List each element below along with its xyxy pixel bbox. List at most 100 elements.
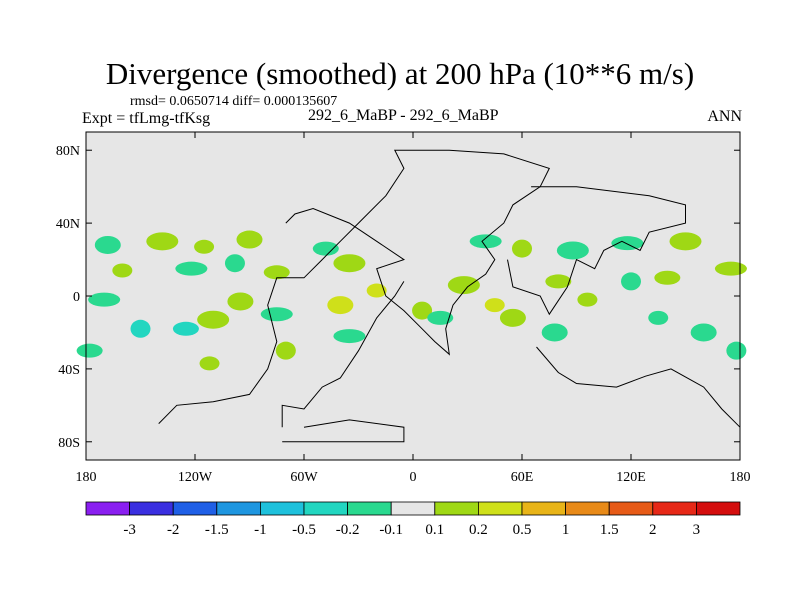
x-tick-label: 60W bbox=[290, 470, 318, 485]
y-tick-label: 40N bbox=[56, 217, 80, 232]
y-tick-label: 80S bbox=[58, 436, 80, 451]
colorbar-box bbox=[477, 501, 523, 516]
colorbar-label: -2 bbox=[167, 522, 180, 538]
colorbar-label: -3 bbox=[123, 522, 136, 538]
anomaly-blob bbox=[648, 310, 669, 325]
anomaly-blob bbox=[224, 254, 245, 273]
colorbar-label: 0.5 bbox=[513, 522, 532, 538]
anomaly-blob bbox=[312, 241, 339, 256]
x-tick-label: 180 bbox=[730, 470, 751, 485]
anomaly-blob bbox=[577, 292, 598, 307]
colorbar-label: 0.1 bbox=[425, 522, 444, 538]
anomaly-blob bbox=[541, 323, 568, 342]
x-tick-label: 60E bbox=[511, 470, 534, 485]
x-tick-label: 180 bbox=[76, 470, 97, 485]
colorbar-box bbox=[259, 501, 305, 516]
anomaly-blob bbox=[333, 329, 366, 344]
anomaly-blob bbox=[545, 274, 572, 289]
x-tick-label: 120W bbox=[178, 470, 213, 485]
y-axis: 80N 40N 0 40S 80S bbox=[56, 144, 740, 451]
colorbar-label: -0.2 bbox=[336, 522, 360, 538]
anomaly-blob bbox=[146, 232, 179, 251]
stats-label: rmsd= 0.0650714 diff= 0.000135607 bbox=[130, 94, 338, 109]
y-tick-label: 80N bbox=[56, 144, 80, 159]
anomaly-blob bbox=[227, 292, 254, 311]
colorbar-box bbox=[696, 501, 741, 516]
anomaly-blob bbox=[669, 232, 702, 251]
experiment-label: Expt = tfLmg-tfKsg bbox=[82, 110, 211, 127]
anomaly-blob bbox=[611, 236, 644, 251]
map-fill bbox=[86, 132, 740, 460]
anomaly-blob bbox=[260, 307, 293, 322]
anomaly-blob bbox=[236, 230, 263, 249]
anomaly-blob bbox=[327, 296, 354, 315]
colorbar-label: 2 bbox=[649, 522, 657, 538]
anomaly-blob bbox=[714, 261, 747, 276]
anomaly-blob bbox=[447, 276, 480, 295]
anomaly-blob bbox=[175, 261, 208, 276]
season-label: ANN bbox=[707, 108, 742, 125]
anomaly-blob bbox=[263, 265, 290, 280]
colorbar-label: -1.5 bbox=[205, 522, 229, 538]
anomaly-blob bbox=[484, 298, 505, 313]
coastline bbox=[536, 346, 741, 428]
anomaly-blob bbox=[112, 263, 133, 278]
colorbar-label: -0.1 bbox=[379, 522, 403, 538]
colorbar-label: 1 bbox=[562, 522, 570, 538]
anomaly-blob bbox=[556, 241, 589, 260]
anomaly-blob bbox=[199, 356, 220, 371]
colorbar-box bbox=[434, 501, 479, 516]
case-label: 292_6_MaBP - 292_6_MaBP bbox=[308, 107, 499, 124]
anomaly-blob bbox=[726, 341, 747, 360]
anomaly-blob bbox=[366, 283, 387, 298]
colorbar-label: 1.5 bbox=[600, 522, 619, 538]
colorbar-box bbox=[608, 501, 654, 516]
x-tick-label: 0 bbox=[410, 470, 417, 485]
anomaly-blob bbox=[275, 341, 296, 360]
anomaly-blob bbox=[194, 239, 215, 254]
coastline bbox=[158, 149, 551, 424]
colorbar-box bbox=[652, 501, 697, 516]
colorbar-box bbox=[129, 501, 174, 516]
anomaly-blob bbox=[333, 254, 366, 273]
y-tick-label: 0 bbox=[73, 290, 80, 305]
colorbar-label: 0.2 bbox=[469, 522, 488, 538]
anomaly-blob bbox=[654, 270, 681, 285]
colorbar-box bbox=[390, 501, 436, 516]
anomaly-blob bbox=[94, 235, 121, 254]
colorbar-box bbox=[216, 501, 261, 516]
anomaly-blob bbox=[621, 272, 641, 291]
anomaly-blob bbox=[499, 308, 526, 327]
anomaly-blob bbox=[172, 321, 199, 336]
coastline bbox=[282, 419, 405, 443]
y-tick-label: 40S bbox=[58, 363, 80, 378]
coastline-layer bbox=[158, 149, 741, 443]
anomaly-blob bbox=[197, 310, 230, 329]
anomaly-blob bbox=[427, 310, 454, 325]
x-tick-label: 120E bbox=[616, 470, 646, 485]
anomaly-blob bbox=[130, 319, 151, 338]
anomaly-blob bbox=[76, 343, 103, 358]
anomaly-blob bbox=[512, 239, 532, 258]
colorbar-label: -1 bbox=[254, 522, 267, 538]
chart-title: Divergence (smoothed) at 200 hPa (10**6 … bbox=[105, 56, 695, 91]
anomaly-blob bbox=[690, 323, 717, 342]
colorbar-box bbox=[565, 501, 610, 516]
colorbar-box bbox=[521, 501, 566, 516]
coastline bbox=[507, 186, 686, 316]
anomaly-blob bbox=[88, 292, 121, 307]
colorbar-box bbox=[347, 501, 392, 516]
map-background bbox=[86, 132, 740, 460]
colorbar-box bbox=[303, 501, 348, 516]
coastline bbox=[281, 281, 405, 428]
x-axis: 180 120W 60W 0 60E 120E 180 bbox=[76, 132, 751, 485]
colorbar-label: -0.5 bbox=[292, 522, 316, 538]
colorbar-box bbox=[172, 501, 218, 516]
colorbar: -3 -2 -1.5 -1 -0.5 -0.2 -0.1 0.1 0.2 0.5 1 1.5 2 3 bbox=[85, 501, 741, 538]
colorbar-label: 3 bbox=[693, 522, 701, 538]
colorbar-box bbox=[85, 501, 130, 516]
anomaly-blob bbox=[412, 301, 433, 320]
anomaly-layer bbox=[76, 230, 747, 371]
anomaly-blob bbox=[469, 234, 502, 249]
